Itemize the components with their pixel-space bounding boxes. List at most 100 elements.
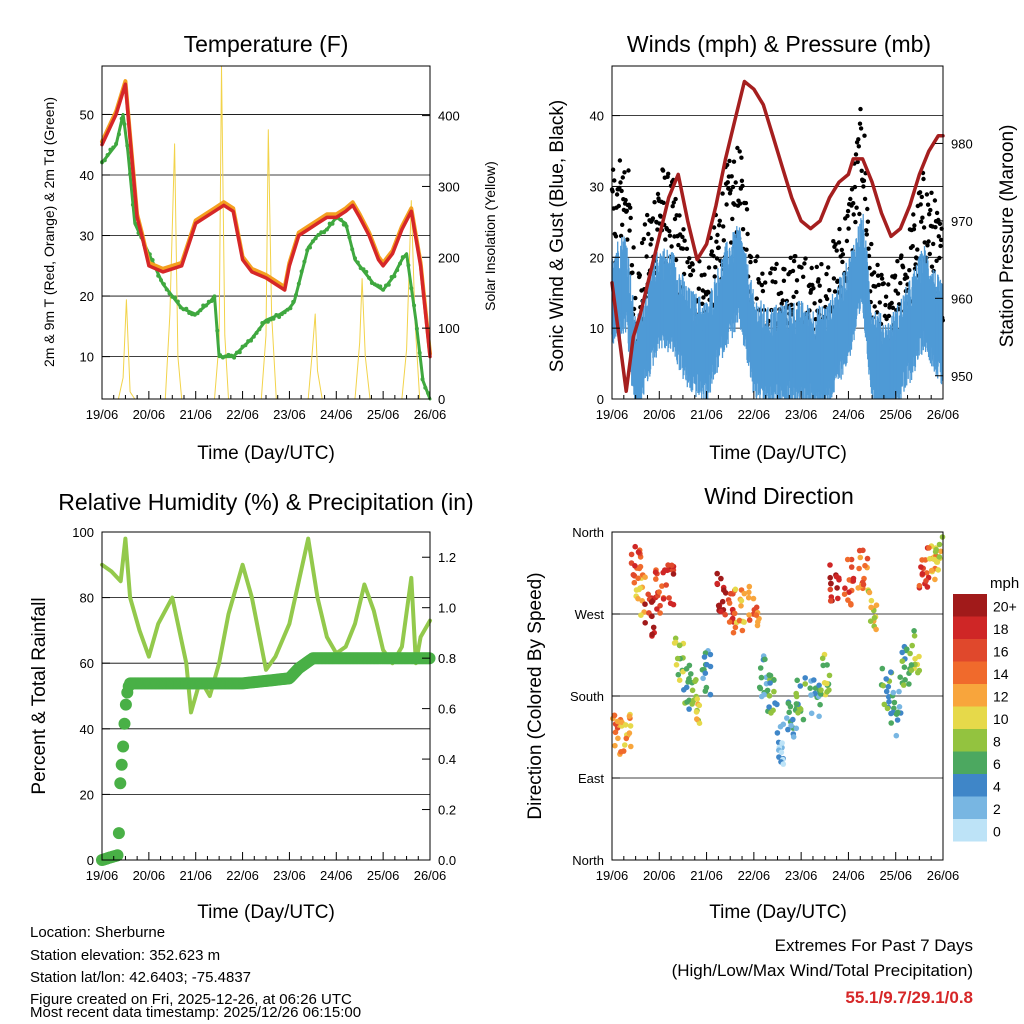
gust-point bbox=[715, 232, 720, 238]
gust-point bbox=[816, 277, 821, 282]
gust-point bbox=[720, 191, 725, 196]
dewpoint-point bbox=[406, 263, 411, 268]
direction-point bbox=[911, 628, 917, 634]
direction-point bbox=[702, 670, 709, 676]
direction-point bbox=[719, 598, 726, 605]
gust-point bbox=[644, 254, 649, 259]
gust-point bbox=[673, 257, 679, 263]
gust-point bbox=[911, 212, 916, 217]
direction-point bbox=[741, 619, 747, 625]
gust-point bbox=[864, 228, 869, 233]
gust-point bbox=[904, 275, 910, 280]
gust-point bbox=[774, 261, 779, 267]
y2-tick-label: 0.4 bbox=[438, 752, 456, 767]
direction-point bbox=[757, 665, 764, 671]
direction-point bbox=[937, 548, 944, 555]
gust-point bbox=[831, 239, 836, 244]
dewpoint-point bbox=[426, 391, 431, 396]
gust-point bbox=[666, 171, 671, 176]
x-tick-label: 21/06 bbox=[690, 868, 723, 883]
gust-point bbox=[845, 213, 850, 219]
temperature-y2label: Solar Insolation (Yellow) bbox=[482, 161, 498, 311]
direction-point bbox=[908, 662, 915, 668]
info-location: Location: Sherburne bbox=[30, 924, 165, 941]
gust-point bbox=[922, 240, 927, 245]
dewpoint-point bbox=[330, 221, 335, 226]
gust-point bbox=[628, 215, 633, 221]
gust-point bbox=[855, 159, 860, 165]
dewpoint-point bbox=[130, 202, 135, 207]
gust-point bbox=[865, 219, 871, 224]
dewpoint-point bbox=[277, 315, 282, 319]
gust-point bbox=[803, 256, 808, 261]
y2-tick-label: 0 bbox=[438, 392, 445, 407]
x-tick-label: 23/06 bbox=[785, 407, 818, 422]
gust-point bbox=[612, 178, 617, 183]
direction-point bbox=[694, 696, 700, 702]
direction-point bbox=[819, 655, 826, 662]
gust-point bbox=[879, 272, 884, 278]
gust-point bbox=[623, 197, 628, 203]
gust-point bbox=[618, 233, 624, 239]
y-tick-label: 20 bbox=[590, 250, 604, 265]
gust-point bbox=[782, 267, 787, 272]
direction-point bbox=[778, 749, 785, 756]
gust-point bbox=[700, 301, 705, 306]
gust-point bbox=[832, 289, 838, 294]
direction-point bbox=[753, 612, 760, 618]
dewpoint-point bbox=[173, 295, 178, 300]
direction-point bbox=[888, 669, 894, 675]
dewpoint-point bbox=[302, 259, 307, 264]
gust-point bbox=[900, 265, 906, 270]
gust-point bbox=[745, 231, 750, 237]
direction-point bbox=[788, 722, 794, 729]
gust-point bbox=[760, 271, 765, 276]
gust-point bbox=[641, 236, 646, 242]
direction-point bbox=[623, 735, 630, 742]
direction-point bbox=[785, 700, 792, 707]
direction-point bbox=[896, 704, 903, 710]
gust-point bbox=[866, 246, 871, 251]
gust-point bbox=[929, 264, 935, 269]
dewpoint-point bbox=[265, 319, 270, 324]
dewpoint-point bbox=[209, 299, 214, 303]
gust-point bbox=[724, 202, 729, 207]
y-tick-label: North bbox=[572, 853, 604, 868]
gust-point bbox=[854, 205, 859, 210]
direction-point bbox=[772, 700, 778, 706]
gust-point bbox=[840, 252, 846, 257]
direction-point bbox=[736, 617, 743, 624]
direction-point bbox=[848, 564, 855, 570]
gust-point bbox=[856, 137, 861, 142]
gust-point bbox=[619, 188, 624, 194]
direction-point bbox=[890, 689, 897, 696]
direction-point bbox=[632, 563, 638, 569]
gust-point bbox=[879, 276, 885, 281]
direction-point bbox=[909, 642, 915, 649]
direction-point bbox=[793, 693, 800, 700]
x-tick-label: 25/06 bbox=[879, 868, 912, 883]
gust-point bbox=[729, 240, 734, 245]
direction-point bbox=[750, 595, 757, 602]
dewpoint-point bbox=[119, 116, 124, 121]
direction-point bbox=[615, 735, 621, 742]
dewpoint-point bbox=[274, 313, 279, 317]
direction-point bbox=[928, 567, 935, 574]
gust-point bbox=[926, 239, 931, 244]
direction-point bbox=[860, 581, 867, 588]
colorbar-label: 14 bbox=[993, 666, 1009, 682]
winds-xlabel: Time (Day/UTC) bbox=[709, 443, 847, 464]
gust-point bbox=[648, 242, 653, 247]
gust-point bbox=[721, 224, 726, 229]
gust-point bbox=[672, 216, 678, 222]
humidity-grid bbox=[102, 531, 430, 861]
colorbar-label: 18 bbox=[993, 621, 1009, 637]
humidity-title: Relative Humidity (%) & Precipitation (i… bbox=[58, 489, 473, 515]
gust-point bbox=[738, 201, 743, 206]
direction-point bbox=[844, 556, 851, 563]
dewpoint-point bbox=[251, 334, 256, 339]
gust-point bbox=[824, 271, 829, 277]
direction-point bbox=[807, 685, 813, 691]
colorbar-label: 4 bbox=[993, 778, 1001, 794]
info-created: Figure created on Fri, 2025-12-26, at 06… bbox=[30, 991, 352, 1008]
